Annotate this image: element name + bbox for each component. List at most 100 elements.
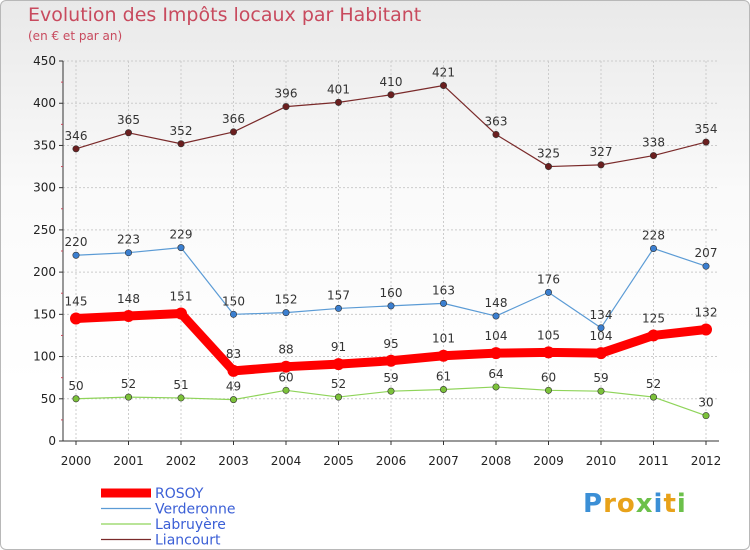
data-point (72, 251, 80, 259)
data-point (649, 393, 657, 401)
data-label: 363 (485, 114, 508, 128)
proxiti-logo: Proxiti (583, 489, 687, 519)
data-point (702, 138, 710, 146)
logo-letter: o (616, 489, 636, 519)
data-label: 104 (485, 329, 508, 343)
data-label: 49 (226, 380, 241, 394)
data-label: 160 (380, 286, 403, 300)
data-point (544, 288, 552, 296)
data-point (280, 360, 292, 373)
data-label: 145 (65, 295, 88, 309)
data-label: 410 (380, 75, 403, 89)
data-label: 421 (432, 65, 455, 79)
data-point (72, 395, 80, 403)
logo-letter: P (583, 489, 604, 519)
y-tick-label: 200 (33, 265, 56, 279)
y-tick-label: 50 (41, 392, 56, 406)
data-point (387, 387, 395, 395)
logo-letter: r (603, 489, 617, 519)
data-label: 163 (432, 283, 455, 297)
data-point (227, 364, 240, 377)
data-point (177, 394, 185, 402)
data-point (437, 349, 450, 362)
data-point (125, 393, 133, 401)
data-label: 61 (436, 369, 451, 383)
x-tick-label: 2001 (113, 454, 144, 468)
data-point (387, 302, 395, 310)
data-label: 354 (695, 122, 718, 136)
data-point (439, 385, 447, 393)
data-point (595, 347, 607, 360)
data-point (544, 386, 552, 394)
x-tick-label: 2011 (638, 454, 669, 468)
data-point (544, 163, 552, 171)
data-point (125, 129, 133, 137)
data-label: 59 (383, 371, 398, 385)
data-point (334, 98, 342, 106)
data-point (647, 329, 660, 342)
data-label: 52 (331, 377, 346, 391)
x-tick-label: 2000 (61, 454, 92, 468)
x-tick-label: 2009 (533, 454, 564, 468)
data-point (125, 249, 133, 257)
data-label: 151 (170, 289, 193, 303)
data-label: 64 (488, 367, 503, 381)
data-label: 60 (541, 370, 556, 384)
data-point (385, 354, 397, 367)
data-point (649, 244, 657, 252)
data-label: 396 (275, 87, 298, 101)
data-point (334, 304, 342, 312)
data-label: 157 (327, 288, 350, 302)
data-label: 59 (593, 371, 608, 385)
data-label: 52 (121, 377, 136, 391)
x-tick-label: 2003 (218, 454, 249, 468)
data-label: 352 (170, 124, 193, 138)
data-point (492, 130, 500, 138)
x-tick-label: 2007 (428, 454, 459, 468)
data-label: 50 (68, 379, 83, 393)
data-point (492, 312, 500, 320)
data-point (122, 310, 135, 323)
y-tick-label: 100 (33, 350, 56, 364)
data-label: 220 (65, 235, 88, 249)
x-tick-label: 2005 (323, 454, 354, 468)
y-tick-label: 300 (33, 181, 56, 195)
data-point (70, 312, 82, 325)
legend-label: Liancourt (155, 533, 221, 549)
data-point (597, 324, 605, 332)
data-label: 228 (642, 228, 665, 242)
chart-title: Evolution des Impôts locaux par Habitant (28, 4, 422, 26)
data-label: 176 (537, 272, 560, 286)
data-label: 91 (331, 340, 346, 354)
x-tick-label: 2002 (166, 454, 197, 468)
data-label: 134 (590, 308, 613, 322)
x-tick-label: 2010 (586, 454, 617, 468)
data-point (597, 387, 605, 395)
data-point (334, 393, 342, 401)
legend-label: Labruyère (155, 517, 226, 533)
data-point (230, 396, 238, 404)
data-point (490, 347, 502, 360)
data-label: 101 (432, 332, 455, 346)
data-point (700, 323, 712, 336)
data-point (230, 128, 238, 136)
legend-label: Verderonne (155, 502, 236, 518)
data-label: 229 (170, 228, 193, 242)
y-tick-label: 400 (33, 96, 56, 110)
data-point (387, 91, 395, 99)
data-point (282, 386, 290, 394)
data-point (282, 103, 290, 111)
data-label: 30 (698, 396, 713, 410)
data-point (439, 81, 447, 89)
y-tick-label: 150 (33, 307, 56, 321)
chart-subtitle: (en € et par an) (28, 29, 123, 43)
data-label: 150 (222, 294, 245, 308)
y-tick-label: 350 (33, 138, 56, 152)
data-point (702, 262, 710, 270)
data-label: 148 (117, 292, 140, 306)
data-point (72, 145, 80, 153)
data-point (177, 244, 185, 252)
data-point (702, 412, 710, 420)
logo-letter: x (635, 489, 654, 519)
data-label: 325 (537, 147, 560, 161)
